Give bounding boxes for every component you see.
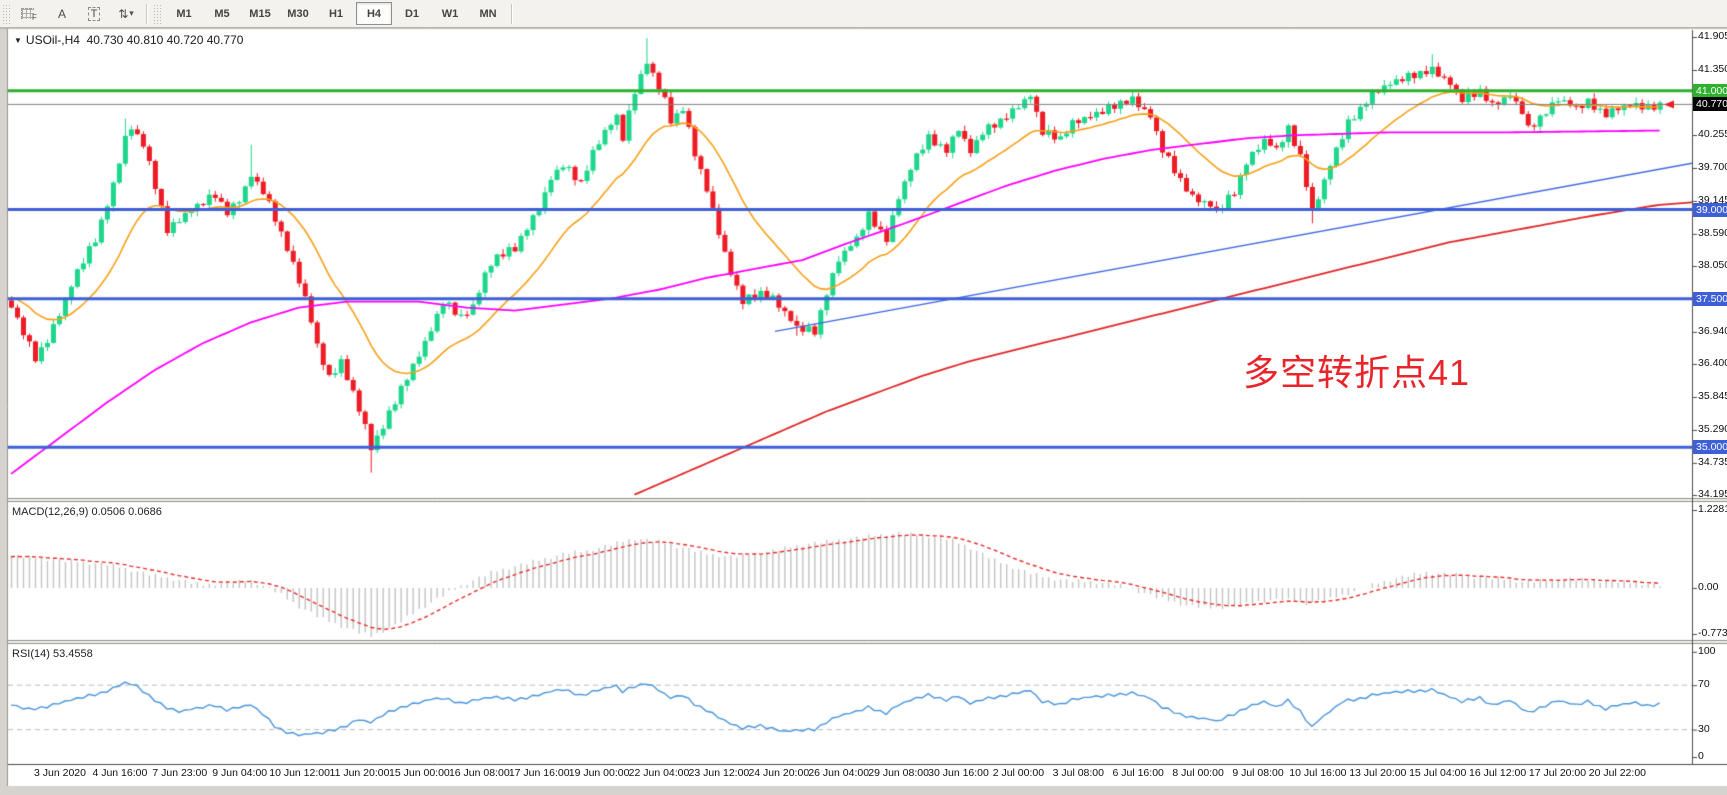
shapes-icon-glyph: ⇅ [118,6,129,21]
price-tick-label: 36.400 [1698,356,1727,369]
timeframe-button-M1[interactable]: M1 [176,7,192,20]
price-level-badge: 35.000 [1693,440,1727,455]
cursor-tool-icon[interactable]: A [57,6,66,21]
price-tick-label: 34.195 [1698,487,1727,500]
price-tick-label: 35.845 [1698,389,1727,402]
time-axis-label: 22 Jun 04:00 [628,767,690,779]
time-axis-label: 20 Jul 22:00 [1588,767,1646,779]
chart-title: ▼ USOil-,H4 40.730 40.810 40.720 40.770 [14,33,243,47]
chart-window-icon[interactable]: F [15,2,45,25]
time-axis-label: 23 Jun 12:00 [688,767,750,779]
time-axis-label: 16 Jul 12:00 [1468,767,1527,779]
time-axis-label: 2 Jul 00:00 [992,767,1045,779]
rsi-axis-label: 70 [1698,678,1710,691]
time-axis-label: 15 Jul 04:00 [1409,767,1467,779]
toolbar-drag-handle[interactable] [153,3,163,24]
timeframe-button-H4[interactable]: H4 [356,2,392,25]
time-axis-label: 9 Jul 08:00 [1232,767,1284,779]
price-tick-label: 41.905 [1698,30,1727,42]
price-tick-label: 38.590 [1698,226,1727,239]
time-axis-label: 26 Jun 04:00 [808,767,870,779]
time-axis-label: 19 Jun 00:00 [568,767,630,779]
toolbar-drag-handle[interactable] [2,3,12,24]
timeframe-button-D1[interactable]: D1 [404,7,420,20]
shapes-tool-icon[interactable]: ⇅ ▾ [111,2,141,25]
time-axis-label: 17 Jun 16:00 [508,767,570,779]
rsi-axis-label: 30 [1698,722,1710,735]
time-axis-label: 3 Jun 2020 [34,767,86,779]
time-axis-label: 13 Jul 20:00 [1349,767,1407,779]
price-tick-label: 34.735 [1698,455,1727,468]
grid-icon [21,8,35,19]
price-tick-label: 38.050 [1698,258,1727,271]
dropdown-caret-icon: ▾ [129,8,134,18]
rsi-axis-label: 100 [1698,644,1716,657]
time-axis-label: 10 Jul 16:00 [1289,767,1347,779]
macd-axis-label: 0.00 [1698,581,1719,593]
toolbar-separator [146,3,147,24]
ohlc-values: 40.730 40.810 40.720 40.770 [86,33,244,47]
rsi-axis-label: 0 [1698,750,1704,762]
timeframe-button-H1[interactable]: H1 [328,7,344,20]
macd-axis-label: 1.2281 [1698,503,1727,515]
time-axis-label: 10 Jun 12:00 [269,767,330,779]
time-axis-label: 29 Jun 08:00 [868,767,929,779]
price-level-badge: 37.500 [1693,291,1727,306]
macd-panel-label: MACD(12,26,9) 0.0506 0.0686 [12,506,162,518]
price-level-badge: 39.000 [1693,202,1727,217]
time-axis-label: 17 Jul 20:00 [1528,767,1587,779]
time-axis-label: 6 Jul 16:00 [1112,767,1164,779]
price-level-badge: 40.770 [1693,97,1727,112]
toolbar-separator [511,3,512,24]
time-axis-label: 11 Jun 20:00 [329,767,390,779]
grid-icon-label: F [32,13,37,22]
text-icon-glyph: T [87,6,101,21]
price-tick-label: 41.350 [1698,62,1727,75]
time-axis-label: 24 Jun 20:00 [748,767,810,779]
time-axis-label: 30 Jun 16:00 [928,767,989,779]
time-axis-label: 16 Jun 08:00 [448,767,510,779]
time-axis-label: 4 Jun 16:00 [92,767,148,779]
time-axis-label: 3 Jul 08:00 [1052,767,1104,779]
macd-axis-label: -0.7738 [1698,627,1727,639]
rsi-panel-label: RSI(14) 53.4558 [12,648,93,660]
price-tick-label: 40.255 [1698,128,1727,140]
time-axis-label: 8 Jul 00:00 [1172,767,1224,779]
chart-annotation-text: 多空转折点41 [1243,352,1471,393]
collapse-triangle-icon[interactable]: ▼ [14,36,22,45]
time-axis-label: 15 Jun 00:00 [389,767,450,779]
timeframe-button-W1[interactable]: W1 [441,7,459,20]
time-axis-label: 9 Jun 04:00 [212,767,268,779]
timeframe-button-M5[interactable]: M5 [214,7,230,20]
timeframe-button-MN[interactable]: MN [479,7,497,20]
time-axis-label: 7 Jun 23:00 [152,767,208,779]
price-level-badge: 41.000 [1693,83,1727,98]
timeframe-button-M15[interactable]: M15 [249,7,271,20]
price-tick-label: 36.940 [1698,324,1727,337]
price-tick-label: 35.290 [1698,422,1727,435]
price-tick-label: 39.700 [1698,160,1727,173]
timeframe-button-M30[interactable]: M30 [287,7,309,20]
text-tool-icon[interactable]: T [79,2,109,25]
symbol-label: USOil-,H4 [25,33,80,47]
timeframe-button-group: M1 M5 M15 M30 H1 H4 D1 W1 MN [165,2,507,25]
toolbar: F A T ⇅ ▾ M1 M5 M15 M30 H1 H4 D1 W1 MN [0,0,1727,28]
